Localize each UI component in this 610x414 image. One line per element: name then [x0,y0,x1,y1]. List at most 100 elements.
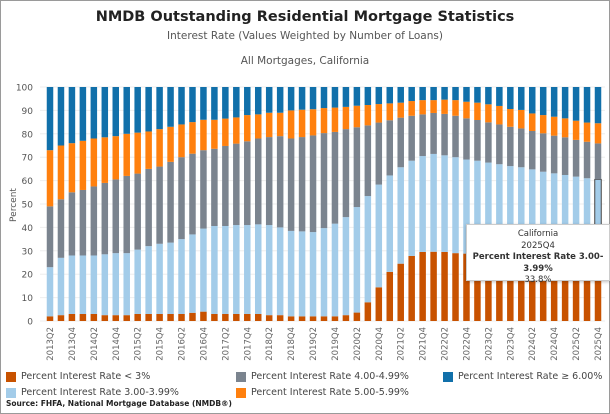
bar-segment[interactable] [200,119,207,151]
bar-segment[interactable] [298,137,306,232]
bar-segment[interactable] [452,100,459,116]
bar-segment[interactable] [572,87,580,121]
bar-segment[interactable] [189,87,196,123]
bar-segment[interactable] [90,313,98,321]
bar-segment[interactable] [101,87,109,138]
bar-segment[interactable] [550,257,558,321]
bar-segment[interactable] [364,302,372,321]
bar-segment[interactable] [276,87,284,113]
bar-segment[interactable] [397,167,404,264]
bar-segment[interactable] [408,255,415,321]
bar-segment[interactable] [101,254,109,316]
bar-segment[interactable] [485,122,492,163]
bar-segment[interactable] [178,157,185,240]
bar-segment[interactable] [276,227,284,316]
bar-segment[interactable] [101,182,109,255]
bar-segment[interactable] [539,171,547,257]
bar-segment[interactable] [189,122,196,154]
bar-segment[interactable] [507,108,514,127]
bar-segment[interactable] [287,316,295,321]
bar-segment[interactable] [298,231,306,317]
bar-segment[interactable] [112,136,120,180]
bar-segment[interactable] [222,225,229,314]
bar-segment[interactable] [167,242,174,314]
bar-segment[interactable] [90,87,98,139]
bar-segment[interactable] [474,160,481,255]
bar-segment[interactable] [298,87,306,110]
bar-segment[interactable] [287,110,295,139]
bar-segment[interactable] [518,167,525,256]
bar-segment[interactable] [353,87,361,106]
bar-segment[interactable] [178,124,185,158]
bar-segment[interactable] [331,107,339,132]
bar-segment[interactable] [583,141,591,179]
bar-segment[interactable] [419,251,426,321]
bar-segment[interactable] [419,87,426,101]
bar-segment[interactable] [46,316,54,321]
bar-segment[interactable] [46,150,54,207]
legend-item[interactable]: Percent Interest Rate 5.00-5.99% [236,387,409,398]
bar-segment[interactable] [276,315,284,321]
bar-segment[interactable] [342,87,350,107]
bar-segment[interactable] [583,258,591,321]
bar-segment[interactable] [211,119,218,149]
bar-segment[interactable] [386,87,394,104]
bar-segment[interactable] [496,105,503,125]
bar-segment[interactable] [507,166,514,256]
bar-segment[interactable] [145,168,152,247]
bar-segment[interactable] [342,315,350,321]
bar-segment[interactable] [528,87,536,114]
bar-segment[interactable] [222,313,229,321]
bar-segment[interactable] [528,130,536,170]
bar-segment[interactable] [189,153,196,235]
bar-segment[interactable] [101,315,109,321]
bar-segment[interactable] [156,313,163,321]
bar-segment[interactable] [134,132,141,174]
bar-segment[interactable] [353,105,361,128]
bar-segment[interactable] [474,254,481,321]
bar-segment[interactable] [539,115,547,134]
bar-segment[interactable] [463,253,470,321]
bar-segment[interactable] [167,161,174,243]
bar-segment[interactable] [244,225,251,314]
bar-segment[interactable] [309,232,317,317]
bar-segment[interactable] [68,192,76,256]
legend-item[interactable]: Percent Interest Rate 4.00-4.99% [236,371,409,382]
bar-segment[interactable] [474,119,481,161]
bar-segment[interactable] [430,100,437,113]
bar-segment[interactable] [145,313,152,321]
bar-segment[interactable] [386,175,394,272]
bar-segment[interactable] [178,239,185,314]
bar-segment[interactable] [572,120,580,140]
bar-segment[interactable] [233,143,240,226]
bar-segment[interactable] [90,138,98,187]
bar-segment[interactable] [309,87,317,110]
bar-segment[interactable] [397,117,404,168]
bar-segment[interactable] [430,112,437,154]
bar-segment[interactable] [101,137,109,183]
bar-segment[interactable] [572,257,580,321]
bar-segment[interactable] [452,157,459,254]
bar-segment[interactable] [79,87,87,141]
bar-segment[interactable] [211,225,218,314]
bar-segment[interactable] [309,109,317,136]
bar-segment[interactable] [353,312,361,321]
bar-segment[interactable] [561,174,569,258]
bar-segment[interactable] [222,145,229,226]
bar-segment[interactable] [430,87,437,101]
bar-segment[interactable] [145,131,152,169]
bar-segment[interactable] [441,251,448,321]
bar-segment[interactable] [375,184,383,288]
bar-segment[interactable] [46,87,54,151]
bar-segment[interactable] [167,313,174,321]
bar-segment[interactable] [430,153,437,252]
bar-segment[interactable] [331,223,339,317]
bar-segment[interactable] [254,87,262,115]
bar-segment[interactable] [583,178,591,259]
bar-segment[interactable] [156,166,163,244]
bar-segment[interactable] [244,87,251,116]
bar-segment[interactable] [68,313,76,321]
bar-segment[interactable] [364,125,372,197]
bar-segment[interactable] [265,137,273,226]
legend-item[interactable]: Percent Interest Rate ≥ 6.00% [443,371,602,382]
